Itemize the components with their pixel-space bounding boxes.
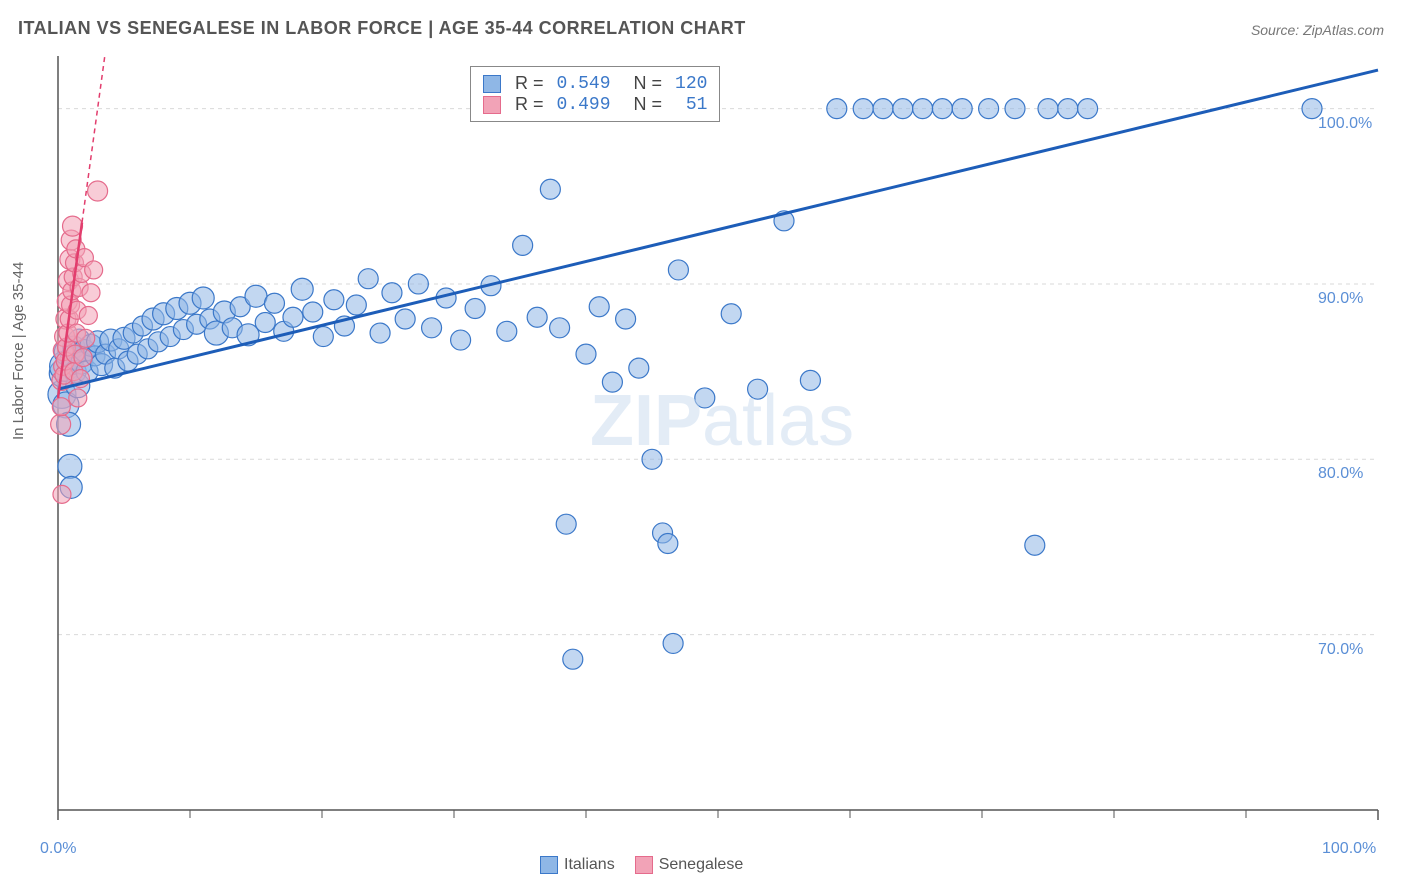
x-tick-label: 100.0% — [1322, 840, 1376, 858]
y-tick-label: 90.0% — [1318, 290, 1363, 308]
legend-swatch — [483, 96, 501, 114]
y-tick-label: 70.0% — [1318, 641, 1363, 659]
legend-row: R = 0.549 N = 120 — [483, 73, 707, 94]
legend-label: Senegalese — [659, 856, 744, 873]
legend-swatch — [483, 75, 501, 93]
legend-swatch — [635, 856, 653, 874]
legend-item: Italians — [540, 856, 615, 874]
legend-label: Italians — [564, 856, 615, 873]
series-legend: Italians Senegalese — [540, 856, 743, 874]
chart-container: ITALIAN VS SENEGALESE IN LABOR FORCE | A… — [0, 0, 1406, 892]
legend-item: Senegalese — [635, 856, 744, 874]
legend-row: R = 0.499 N = 51 — [483, 94, 707, 115]
plot-svg — [0, 0, 1406, 892]
legend-swatch — [540, 856, 558, 874]
correlation-legend: R = 0.549 N = 120R = 0.499 N = 51 — [470, 66, 720, 122]
y-tick-label: 80.0% — [1318, 465, 1363, 483]
x-tick-label: 0.0% — [40, 840, 76, 858]
y-tick-label: 100.0% — [1318, 115, 1372, 133]
